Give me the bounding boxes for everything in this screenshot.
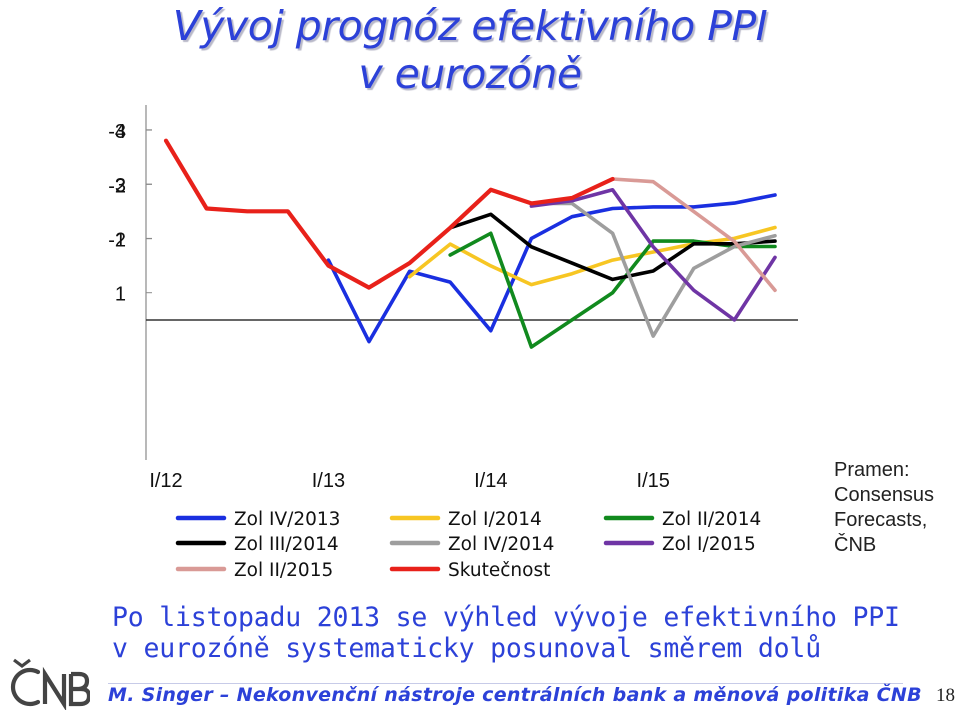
slide-footer: M. Singer – Nekonvenční nástroje centrál…: [108, 684, 922, 706]
series-line-7: [610, 177, 777, 293]
legend-label: Zol II/2014: [662, 509, 761, 530]
x-tick-label: I/15: [637, 470, 670, 492]
series-line-8: [163, 138, 615, 290]
chart-series: [163, 138, 777, 349]
title-line-1: Vývoj prognóz efektivního PPI: [172, 2, 768, 50]
series-line-2: [407, 225, 777, 287]
legend-label: Zol IV/2014: [448, 534, 554, 555]
legend-label: Zol I/2014: [448, 509, 542, 530]
chart-legend: Zol IV/2013 Zol I/2014 Zol II/2014 Zol III/…: [175, 509, 761, 581]
legend-label: Skutečnost: [448, 560, 550, 581]
series-line-4: [448, 212, 777, 282]
legend-label: Zol I/2015: [662, 534, 756, 555]
footer-divider: [108, 683, 903, 684]
cnb-logo: [10, 658, 90, 710]
legend-label: Zol III/2014: [234, 534, 339, 555]
slide-caption: Po listopadu 2013 se výhled vývoje efekt…: [112, 602, 957, 664]
series-line-1: [326, 193, 777, 344]
caption-line-1: Po listopadu 2013 se výhled vývoje efekt…: [112, 602, 900, 633]
source-line-3: Forecasts,: [834, 509, 928, 531]
y-tick-label: 4: [115, 121, 126, 143]
legend-label: Zol IV/2013: [234, 509, 340, 530]
y-tick-label: 1: [115, 284, 126, 306]
source-line-4: ČNB: [834, 534, 877, 556]
y-tick-label: -2: [108, 175, 126, 197]
series-line-5: [529, 201, 777, 338]
x-tick-label: I/12: [149, 470, 182, 492]
source-note: Pramen: Consensus Forecasts, ČNB: [834, 458, 960, 558]
x-tick-label: I/14: [474, 470, 507, 492]
y-tick-label: 3: [115, 175, 126, 197]
slide-title: Vývoj prognóz efektivního PPI v eurozóně: [0, 2, 940, 98]
caption-line-2: v eurozóně systematicky posunoval směrem…: [112, 633, 821, 664]
page-number: 18: [936, 685, 955, 706]
y-tick-label: -1: [108, 230, 126, 252]
y-tick-label: 2: [115, 229, 126, 251]
chart-axes: -3 -2 -1 1 2 3 4 I/12 I/13 I/14 I/15: [108, 105, 798, 492]
title-line-2: v eurozóně: [358, 50, 582, 98]
y-tick-label: -3: [108, 121, 126, 143]
source-line-2: Consensus: [834, 484, 935, 506]
series-line-6: [529, 188, 777, 322]
x-tick-label: I/13: [312, 470, 345, 492]
source-line-1: Pramen:: [834, 459, 910, 481]
legend-label: Zol II/2015: [234, 560, 333, 581]
